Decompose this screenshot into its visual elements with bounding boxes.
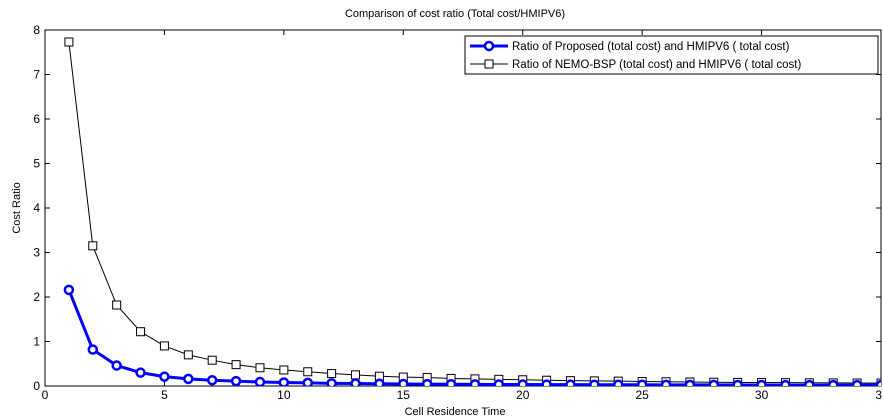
data-series (63, 37, 881, 386)
legend-marker (483, 40, 495, 52)
data-point (613, 379, 624, 386)
data-point (780, 379, 791, 386)
data-point (135, 367, 146, 378)
data-point (206, 374, 218, 386)
data-point (827, 379, 839, 386)
x-axis-label: Cell Residence Time (405, 406, 506, 418)
data-point (469, 379, 481, 386)
data-point (351, 370, 361, 380)
legend-box (464, 35, 879, 75)
data-point (660, 379, 672, 386)
data-point (756, 379, 767, 386)
data-point (254, 376, 266, 386)
legend-marker (484, 59, 494, 69)
y-tick-label: 2 (33, 290, 40, 304)
y-tick-label: 3 (33, 246, 40, 260)
data-point (278, 377, 290, 386)
y-tick-label: 6 (33, 112, 40, 126)
chart-title: Comparison of cost ratio (Total cost/HMI… (345, 8, 565, 20)
data-point (136, 327, 146, 337)
legend-label: Ratio of NEMO-BSP (total cost) and HMIPV… (512, 59, 801, 71)
y-tick-label: 0 (33, 379, 40, 393)
data-point (445, 378, 457, 386)
data-point (111, 360, 122, 371)
data-point (327, 369, 337, 379)
data-point (302, 377, 313, 386)
y-tick-label: 8 (33, 23, 40, 37)
data-point (230, 375, 242, 386)
data-point (231, 360, 241, 370)
axes: 0 1 2 3 4 5 6 7 8 0 5 10 15 20 25 30 3 (33, 23, 882, 402)
x-tick-label: 20 (516, 388, 530, 402)
x-tick-label: 25 (635, 388, 649, 402)
data-point (255, 363, 265, 373)
data-point (183, 373, 194, 385)
data-point (279, 365, 289, 375)
data-point (64, 37, 74, 47)
y-tick-label: 4 (33, 201, 40, 215)
data-point (541, 379, 552, 386)
data-point (493, 379, 505, 386)
y-tick-label: 7 (33, 68, 40, 82)
data-point (374, 378, 385, 386)
legend-label: Ratio of Proposed (total cost) and HMIPV… (512, 41, 790, 53)
data-point (207, 355, 217, 365)
data-point (88, 241, 98, 251)
data-point (112, 300, 122, 310)
legend: Ratio of Proposed (total cost) and HMIPV… (464, 35, 879, 75)
data-point (183, 350, 193, 360)
plot-frame (44, 29, 882, 387)
data-point (708, 379, 720, 386)
data-point (517, 379, 528, 386)
x-tick-label: 0 (42, 388, 49, 402)
data-point (875, 379, 881, 386)
x-tick-label: 15 (397, 388, 411, 402)
x-tick-label: 3 (875, 388, 882, 402)
data-point (326, 378, 337, 386)
data-point (159, 341, 169, 351)
y-tick-label: 5 (33, 157, 40, 171)
data-point (87, 344, 99, 355)
data-point (421, 378, 433, 386)
data-point (350, 378, 361, 386)
data-point (565, 379, 576, 386)
x-tick-label: 10 (277, 388, 291, 402)
data-point (63, 284, 75, 296)
series-proposed (63, 284, 881, 386)
data-point (851, 379, 863, 386)
data-point (398, 378, 409, 386)
data-point (159, 371, 170, 382)
x-tick-label: 5 (161, 388, 168, 402)
x-tick-label: 30 (755, 388, 769, 402)
data-point (684, 379, 696, 386)
y-tick-label: 1 (33, 335, 40, 349)
y-axis-label: Cost Ratio (11, 182, 23, 233)
data-point (732, 379, 743, 386)
data-point (303, 367, 313, 377)
data-point (636, 379, 648, 386)
data-point (804, 379, 815, 386)
data-point (589, 379, 600, 386)
